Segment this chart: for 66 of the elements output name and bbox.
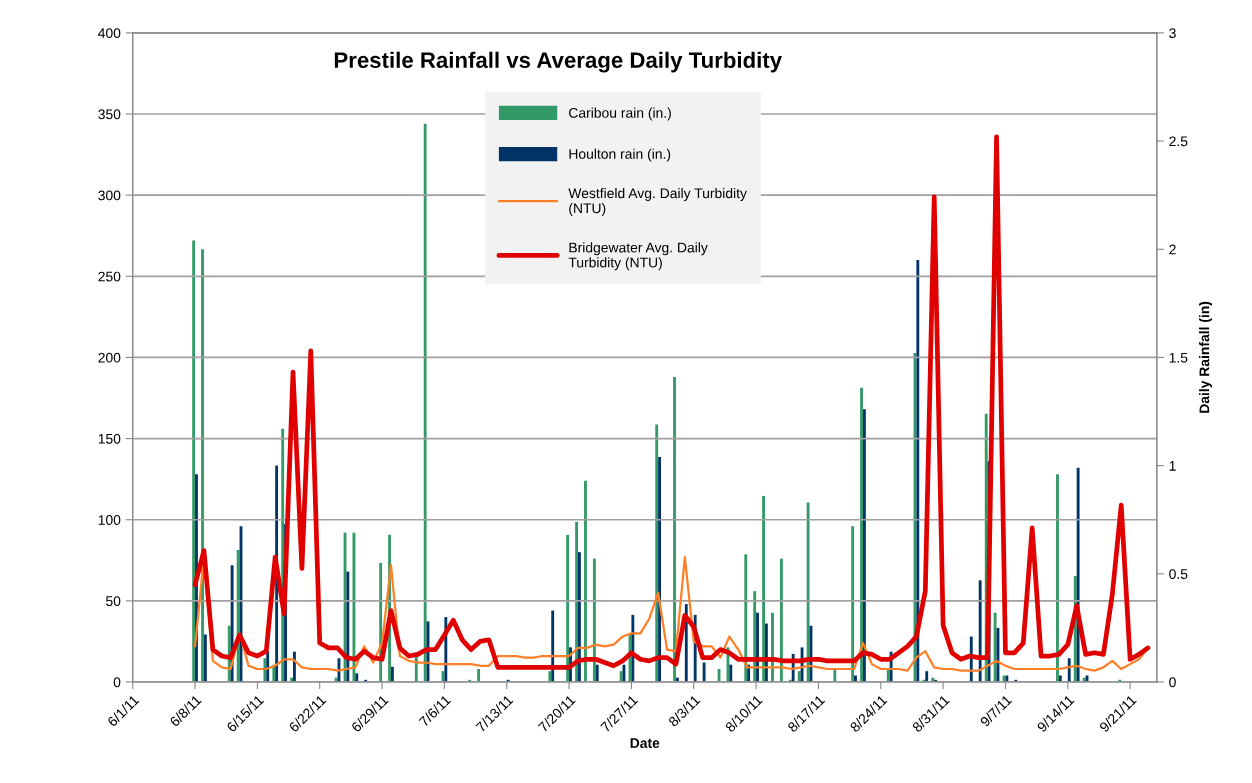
y-tick-label: 200 <box>98 352 121 363</box>
bar <box>566 534 570 682</box>
bar <box>851 526 855 682</box>
bar <box>673 376 676 682</box>
legend-label: Westfield Avg. Daily Turbidity (NTU) <box>568 188 747 216</box>
y-tick-label: 50 <box>106 596 121 607</box>
bar <box>631 614 635 682</box>
y-tick-label: 400 <box>98 28 121 39</box>
bar <box>993 612 997 682</box>
bar <box>655 424 659 682</box>
bar <box>658 456 661 682</box>
bar <box>592 558 596 682</box>
y-tick-label: 100 <box>98 515 121 525</box>
y2-tick-label: 1.5 <box>1169 352 1188 363</box>
line-series <box>192 134 1151 670</box>
y-tick-label: 350 <box>98 109 121 120</box>
bar <box>916 260 920 682</box>
bar <box>756 612 759 682</box>
bar <box>263 658 267 682</box>
legend-label: Bridgewater Avg. Daily Turbidity (NTU) <box>568 242 708 271</box>
bar <box>797 671 801 682</box>
bar <box>862 409 866 682</box>
y-tick-label: 0 <box>113 677 121 688</box>
y-tick-label: 250 <box>98 271 121 282</box>
bar <box>860 387 863 682</box>
bar <box>753 591 757 682</box>
y2-tick-label: 0.5 <box>1169 569 1188 579</box>
y2-tick-label: 2.5 <box>1169 136 1188 147</box>
y2-tick-label: 2 <box>1169 244 1176 255</box>
bar <box>203 634 207 682</box>
bar <box>346 571 350 682</box>
bar <box>762 495 765 682</box>
y2-tick-label: 0 <box>1169 677 1176 688</box>
bar <box>806 502 810 682</box>
legend-label: Caribou rain (in.) <box>569 107 671 121</box>
bar <box>423 123 427 682</box>
bar <box>355 673 359 682</box>
bar <box>729 664 733 682</box>
x-axis-title: Date <box>630 738 660 748</box>
bar <box>978 580 982 682</box>
y-tick-label: 300 <box>98 190 121 201</box>
legend-label: Houlton rain (in.) <box>569 148 671 162</box>
bar <box>477 669 481 682</box>
y2-tick-label: 3 <box>1169 28 1176 39</box>
bar <box>551 610 555 682</box>
bar <box>595 664 599 682</box>
bar <box>619 671 623 682</box>
bar <box>1056 474 1059 682</box>
bar <box>575 521 578 682</box>
bar <box>702 662 706 682</box>
bar <box>548 671 552 682</box>
bar <box>744 554 748 682</box>
bar <box>779 558 783 682</box>
bar <box>192 240 196 682</box>
bar <box>577 552 581 682</box>
text: Prestile Rainfall vs Average Daily Turbidity <box>334 51 782 73</box>
bar <box>201 249 204 682</box>
bar <box>771 612 774 682</box>
y2-axis-title: Daily Rainfall (in) <box>1199 301 1213 413</box>
bar <box>1067 658 1071 682</box>
y2-tick-label: 1 <box>1169 461 1176 471</box>
bar <box>236 550 240 682</box>
bar <box>390 666 394 682</box>
bar <box>584 480 587 682</box>
bar <box>925 671 929 682</box>
y-tick-label: 150 <box>98 433 121 444</box>
